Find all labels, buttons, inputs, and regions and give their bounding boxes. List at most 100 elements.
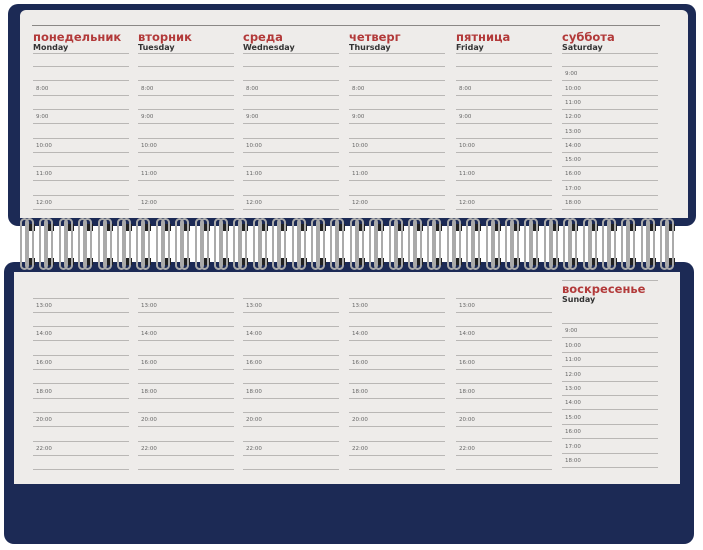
time-row: 18:00 — [33, 385, 129, 399]
time-label: 20:00 — [459, 417, 475, 424]
time-label: 11:00 — [565, 357, 581, 364]
ring-hole — [125, 258, 132, 265]
spiral-ring — [97, 218, 107, 270]
time-label: 18:00 — [565, 200, 581, 206]
ring-hole — [299, 224, 307, 231]
time-row: 20:00 — [243, 413, 339, 428]
time-label: 18:00 — [36, 388, 52, 395]
time-row: 10:00 — [33, 139, 129, 153]
spiral-ring — [219, 218, 228, 270]
time-label: 11:00 — [565, 99, 581, 106]
time-row: 10:00 — [562, 339, 658, 353]
spiral-ring — [63, 218, 73, 270]
time-label: 20:00 — [246, 417, 262, 424]
spiral-ring — [39, 218, 49, 270]
time-label: 13:00 — [246, 302, 262, 309]
time-row: 11:00 — [562, 353, 658, 368]
ring-hole — [299, 258, 307, 265]
time-row: 9:00 — [349, 110, 445, 125]
time-label: 10:00 — [352, 142, 368, 149]
time-label: 12:00 — [565, 371, 581, 378]
time-row — [138, 125, 234, 139]
time-label: 17:00 — [565, 443, 581, 450]
time-row: 13:00 — [138, 299, 234, 313]
time-row — [33, 53, 129, 67]
ring-hole — [513, 224, 520, 231]
time-row — [243, 153, 339, 168]
ring-hole — [47, 258, 55, 265]
time-row — [456, 153, 552, 168]
ring-hole — [377, 224, 385, 231]
ring-hole — [474, 258, 482, 265]
time-label: 20:00 — [352, 417, 368, 424]
time-label: 8:00 — [36, 85, 49, 92]
ring-hole — [144, 224, 152, 231]
time-row: 16:00 — [562, 167, 658, 182]
time-row — [33, 67, 129, 82]
ring-hole — [222, 258, 229, 265]
ring-hole — [668, 258, 676, 265]
time-label: 22:00 — [246, 445, 262, 452]
spiral-ring — [199, 218, 209, 270]
time-row: 12:00 — [562, 110, 658, 125]
spiral-ring — [568, 218, 578, 270]
time-row — [138, 370, 234, 385]
day-name-ru: пятница — [456, 30, 511, 44]
time-label: 16:00 — [565, 171, 581, 178]
time-row — [243, 399, 339, 413]
time-row — [349, 285, 445, 299]
day-name-en: Wednesday — [243, 43, 295, 52]
time-label: 12:00 — [459, 200, 475, 206]
time-row: 20:00 — [138, 413, 234, 428]
spiral-ring — [485, 218, 495, 270]
ring-hole — [86, 258, 94, 265]
ring-hole — [377, 258, 385, 265]
ring-hole — [319, 224, 326, 231]
time-label: 14:00 — [352, 331, 368, 338]
time-row: 10:00 — [138, 139, 234, 153]
time-row: 13:00 — [33, 299, 129, 313]
ring-hole — [105, 224, 113, 231]
time-row — [138, 285, 234, 299]
time-label: 11:00 — [36, 171, 52, 178]
spiral-ring — [626, 218, 636, 270]
ring-hole — [105, 258, 113, 265]
time-label: 17:00 — [565, 185, 581, 192]
time-row — [243, 370, 339, 385]
time-row — [243, 428, 339, 442]
ring-hole — [183, 224, 191, 231]
spiral-ring — [20, 218, 29, 270]
ring-hole — [241, 258, 249, 265]
time-row: 22:00 — [456, 442, 552, 456]
ring-hole — [474, 224, 482, 231]
time-row: 16:00 — [138, 356, 234, 370]
spiral-ring — [330, 218, 340, 270]
ring-hole — [629, 224, 637, 231]
day-header: среда Wednesday — [243, 31, 339, 52]
ring-hole — [357, 224, 365, 231]
ring-hole — [551, 224, 559, 231]
time-row: 16:00 — [456, 356, 552, 370]
time-label: 18:00 — [246, 388, 262, 395]
ring-hole — [493, 258, 501, 265]
time-row: 22:00 — [33, 442, 129, 456]
time-row: 11:00 — [243, 167, 339, 182]
time-row — [456, 96, 552, 110]
bottom-page — [14, 272, 680, 484]
ring-hole — [629, 258, 637, 265]
time-row — [456, 53, 552, 67]
time-label: 10:00 — [565, 342, 581, 349]
time-row — [349, 67, 445, 82]
spiral-ring — [335, 218, 345, 270]
time-label: 9:00 — [459, 114, 472, 121]
time-row: 13:00 — [562, 382, 658, 396]
ring-hole — [590, 258, 598, 265]
header-line — [349, 40, 445, 54]
ring-hole — [47, 224, 55, 231]
spiral-ring — [141, 218, 151, 270]
time-row: 13:00 — [562, 125, 658, 139]
day-name-ru: воскресенье — [562, 282, 646, 296]
time-row: 9:00 — [33, 110, 129, 125]
spiral-ring — [296, 218, 306, 270]
time-row: 14:00 — [243, 327, 339, 342]
